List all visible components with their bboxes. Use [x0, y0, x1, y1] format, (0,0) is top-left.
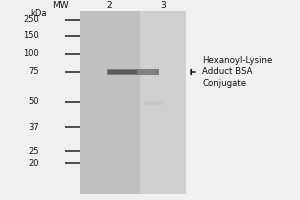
Text: 3: 3	[160, 0, 166, 9]
Text: MW: MW	[52, 0, 68, 9]
Bar	[106, 69, 159, 75]
Text: 150: 150	[23, 31, 39, 40]
Bar	[186, 0, 300, 200]
Text: 250: 250	[23, 16, 39, 24]
Bar	[80, 11, 140, 194]
Bar	[140, 11, 186, 194]
Text: 20: 20	[28, 158, 39, 167]
Text: Hexanoyl-Lysine
Adduct BSA
Conjugate: Hexanoyl-Lysine Adduct BSA Conjugate	[202, 56, 273, 88]
Text: 50: 50	[28, 98, 39, 106]
Text: 25: 25	[28, 146, 39, 156]
Text: kDa: kDa	[30, 8, 46, 18]
Bar	[144, 101, 165, 105]
Bar	[108, 70, 137, 74]
Text: 75: 75	[28, 68, 39, 76]
Text: 100: 100	[23, 49, 39, 58]
Text: 2: 2	[107, 0, 112, 9]
Text: 37: 37	[28, 122, 39, 132]
